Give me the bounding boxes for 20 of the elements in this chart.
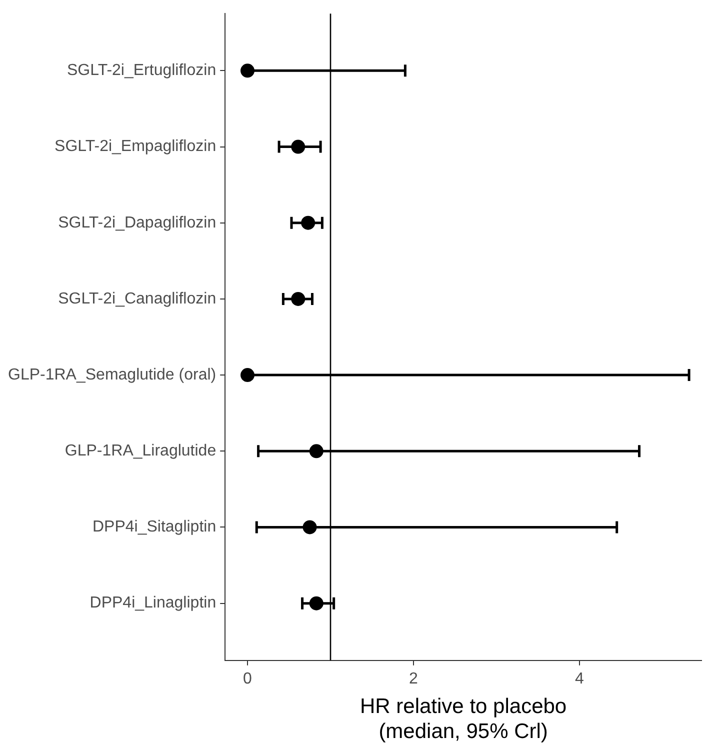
point [240, 368, 255, 382]
point [302, 520, 317, 534]
point [240, 64, 255, 78]
x-tick-label: 4 [575, 670, 584, 688]
x-tick-label: 2 [409, 670, 418, 688]
y-tick-label: SGLT-2i_Dapagliflozin [58, 214, 216, 232]
x-axis-title: HR relative to placebo (median, 95% Crl) [360, 694, 567, 744]
y-tick-label: SGLT-2i_Empagliflozin [54, 138, 216, 156]
point [291, 140, 306, 154]
point [309, 596, 324, 610]
y-tick-label: SGLT-2i_Canagliflozin [58, 290, 216, 308]
y-tick-label: GLP-1RA_Liraglutide [64, 442, 216, 460]
point [291, 292, 306, 306]
y-tick-label: GLP-1RA_Semaglutide (oral) [8, 366, 216, 384]
point [301, 216, 316, 230]
point [309, 444, 324, 458]
y-tick-label: DPP4i_Sitagliptin [92, 518, 216, 536]
y-tick-label: DPP4i_Linagliptin [90, 594, 216, 612]
y-tick-label: SGLT-2i_Ertugliflozin [66, 62, 216, 80]
x-tick-label: 0 [243, 670, 252, 688]
